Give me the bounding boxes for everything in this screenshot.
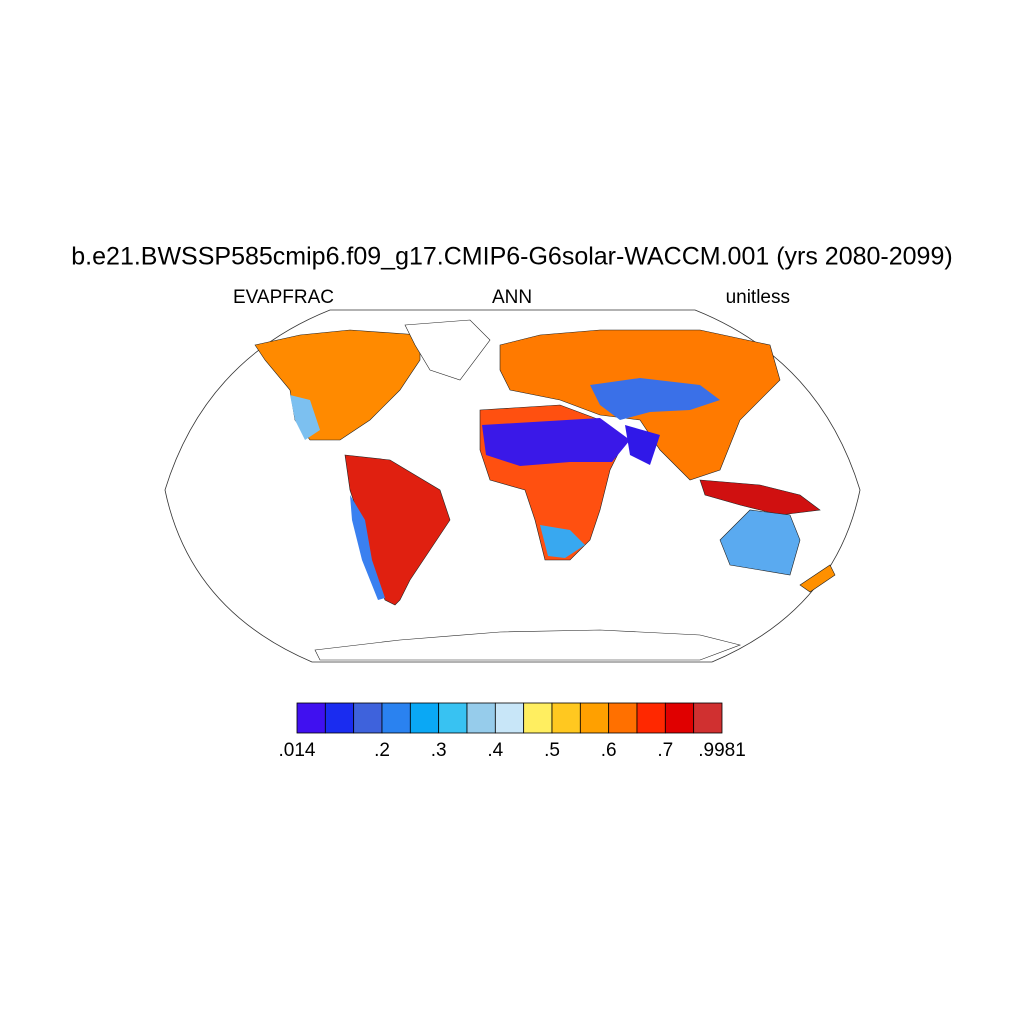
colorbar-label: .5 <box>544 740 560 761</box>
colorbar-box <box>296 702 326 734</box>
sahara <box>482 418 630 466</box>
colorbar-box <box>693 702 723 734</box>
colorbar-label: .7 <box>657 740 673 761</box>
australia <box>719 509 801 576</box>
colorbar-box <box>353 702 383 734</box>
season-label: ANN <box>492 287 532 308</box>
new-zealand <box>799 564 836 593</box>
colorbar-label: .3 <box>431 740 447 761</box>
greenland <box>404 319 491 381</box>
antarctica <box>314 629 742 661</box>
colorbar-box <box>324 702 355 734</box>
colorbar-label: .6 <box>601 740 617 761</box>
colorbar-box <box>551 702 581 734</box>
units-label: unitless <box>726 287 790 308</box>
variable-label: EVAPFRAC <box>233 287 334 308</box>
colorbar-box <box>636 702 666 734</box>
colorbar-box <box>579 702 610 734</box>
colorbar-box <box>523 702 553 734</box>
us-west <box>290 395 320 440</box>
colorbar-box <box>466 702 496 734</box>
arabia <box>625 425 660 465</box>
colorbar: .014 .2 .3 .4 .5 .6 .7 .9981 <box>279 702 746 761</box>
colorbar-label: .014 <box>279 740 316 761</box>
colorbar-box <box>608 702 638 734</box>
colorbar-box <box>438 702 468 734</box>
colorbar-box <box>381 702 411 734</box>
title: b.e21.BWSSP585cmip6.f09_g17.CMIP6-G6sola… <box>71 243 952 271</box>
southern-africa <box>540 525 585 558</box>
map <box>164 309 861 663</box>
colorbar-box <box>494 702 525 734</box>
andes <box>350 495 385 600</box>
central-asia <box>590 378 720 420</box>
colorbar-label: .4 <box>487 740 503 761</box>
colorbar-label: .2 <box>374 740 390 761</box>
colorbar-box <box>664 702 695 734</box>
colorbar-label: .9981 <box>698 740 746 761</box>
colorbar-box <box>409 702 440 734</box>
indonesia <box>699 479 821 516</box>
